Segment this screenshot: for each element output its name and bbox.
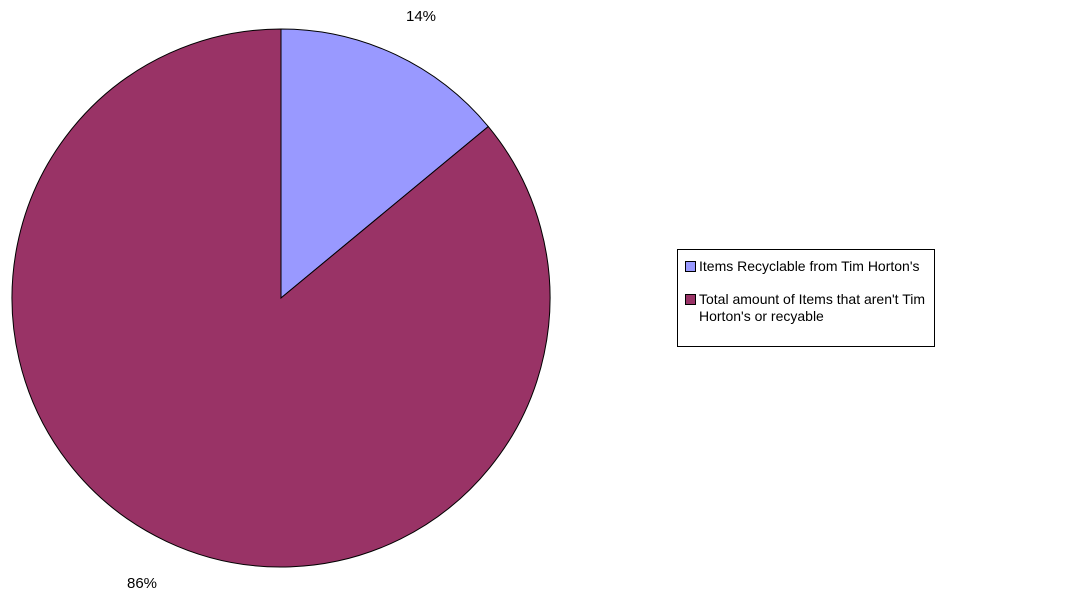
pie-slices bbox=[11, 28, 551, 568]
pie-slice-2 bbox=[11, 28, 551, 568]
legend-item-other: Total amount of Items that aren't Tim Ho… bbox=[685, 291, 928, 325]
pie-slice-1 bbox=[280, 28, 489, 300]
legend-swatch-recyclable bbox=[685, 261, 696, 272]
legend-label-recyclable: Items Recyclable from Tim Horton's bbox=[699, 258, 920, 274]
legend-item-recyclable: Items Recyclable from Tim Horton's bbox=[685, 258, 928, 275]
pie-label-1: 14% bbox=[406, 8, 436, 25]
pie-label-2: 86% bbox=[127, 575, 157, 592]
legend-swatch-other bbox=[685, 294, 696, 305]
pie-labels: 14% 86% bbox=[127, 8, 436, 592]
legend: Items Recyclable from Tim Horton's Total… bbox=[677, 249, 935, 347]
legend-label-other: Total amount of Items that aren't Tim Ho… bbox=[699, 291, 925, 324]
